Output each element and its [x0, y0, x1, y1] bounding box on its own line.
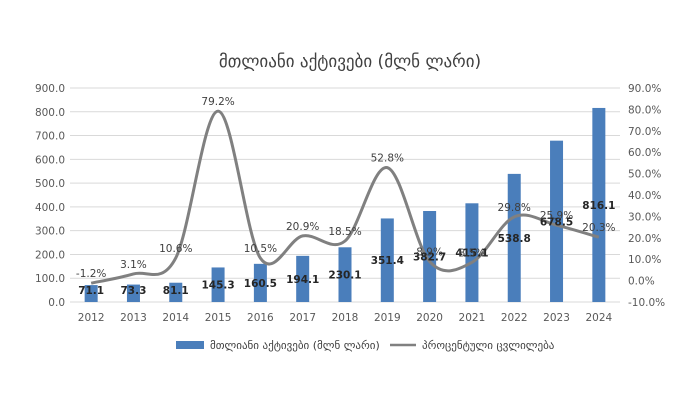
left-axis-tick-label: 200.0 [35, 249, 65, 261]
bar-data-label: 71.1 [78, 285, 104, 297]
right-axis-tick-label: 70.0% [628, 126, 661, 138]
x-axis-tick-label: 2024 [585, 312, 612, 324]
bar-data-label: 415.1 [455, 248, 488, 260]
line-data-label: 3.1% [120, 259, 147, 271]
bar [211, 267, 225, 302]
bar-data-label: 816.1 [582, 200, 615, 212]
x-axis-tick-label: 2018 [332, 312, 359, 324]
bar [380, 218, 394, 302]
line-data-label: 25.9% [540, 210, 573, 222]
line-data-label: 8.5% [459, 247, 486, 259]
left-axis-tick-label: 300.0 [35, 226, 65, 238]
bar [465, 203, 479, 302]
bar-data-label: 382.7 [413, 252, 446, 264]
x-axis-tick-label: 2022 [501, 312, 528, 324]
bar-data-label: 81.1 [163, 285, 189, 297]
line-data-label: 20.9% [286, 221, 319, 233]
bar-data-label: 351.4 [371, 255, 404, 267]
x-axis-tick-label: 2014 [162, 312, 189, 324]
x-axis-tick-label: 2019 [374, 312, 401, 324]
bar-data-label: 678.5 [540, 216, 573, 228]
legend-line-label: პროცენტული ცვლილება [422, 339, 555, 352]
gridlines [70, 87, 620, 303]
bar-data-label: 194.1 [286, 274, 319, 286]
x-axis-tick-label: 2012 [78, 312, 105, 324]
line-data-label: 20.3% [582, 222, 615, 234]
bar [550, 140, 564, 302]
bar-data-label: 73.3 [121, 285, 147, 297]
left-axis-tick-label: 700.0 [35, 131, 65, 143]
left-axis-tick-label: 600.0 [35, 154, 65, 166]
right-axis-tick-label: 80.0% [628, 104, 661, 116]
right-axis-tick-label: 20.0% [628, 233, 661, 245]
line-data-label: 18.5% [328, 226, 361, 238]
x-axis-tick-label: 2023 [543, 312, 570, 324]
right-axis-tick-label: 50.0% [628, 169, 661, 181]
right-axis-tick-label: 0.0% [628, 276, 655, 288]
bar [253, 263, 267, 302]
bar [423, 211, 437, 302]
line-data-label: 79.2% [201, 96, 234, 108]
legend-bar-swatch [176, 341, 204, 349]
x-axis: 2012 2013 2014 2015 2016 2017 2018 2019 2020 2021… [78, 312, 613, 324]
left-axis: 0.0 100.0 200.0 300.0 400.0 500.0 600.0 700.0 80… [35, 83, 65, 309]
bar [338, 247, 352, 302]
right-axis-tick-label: 90.0% [628, 83, 661, 95]
left-axis-tick-label: 500.0 [35, 178, 65, 190]
right-axis: -10.0% 0.0% 10.0% 20.0% 30.0% 40.0% 50.0% 60.0%… [628, 83, 665, 309]
x-axis-tick-label: 2021 [459, 312, 486, 324]
bar [169, 282, 183, 302]
line-path [90, 109, 600, 285]
bar-data-labels: 71.1 73.3 81.1 145.3 160.5 194.1 230.1 351.4 382… [78, 200, 615, 297]
chart-title: მთლიანი აქტივები (მლნ ლარი) [219, 52, 481, 72]
left-axis-tick-label: 900.0 [35, 83, 65, 95]
bar-data-label: 160.5 [244, 278, 277, 290]
right-axis-tick-label: -10.0% [628, 297, 665, 309]
bar-data-label: 145.3 [201, 280, 234, 292]
line-data-labels: -1.2% 3.1% 10.6% 79.2% 10.5% 20.9% 18.5% 52.8% 8… [76, 96, 616, 280]
left-axis-tick-label: 0.0 [48, 297, 65, 309]
right-axis-tick-label: 40.0% [628, 190, 661, 202]
legend: მთლიანი აქტივები (მლნ ლარი) პროცენტული ც… [176, 339, 555, 352]
bar [592, 107, 606, 302]
bar [507, 173, 521, 302]
bar [84, 285, 98, 302]
line-data-label: 52.8% [371, 153, 404, 165]
line-data-label: 10.5% [244, 243, 277, 255]
right-axis-tick-label: 60.0% [628, 147, 661, 159]
bar-data-label: 230.1 [328, 270, 361, 282]
right-axis-tick-label: 10.0% [628, 254, 661, 266]
left-axis-tick-label: 100.0 [35, 273, 65, 285]
x-axis-tick-label: 2017 [289, 312, 316, 324]
legend-bar-label: მთლიანი აქტივები (მლნ ლარი) [210, 339, 380, 352]
line-data-label: 8.9% [416, 247, 443, 259]
bar-series [84, 107, 606, 302]
bar [126, 284, 140, 302]
x-axis-tick-label: 2013 [120, 312, 147, 324]
left-axis-tick-label: 400.0 [35, 202, 65, 214]
x-axis-tick-label: 2015 [205, 312, 232, 324]
x-axis-tick-label: 2016 [247, 312, 274, 324]
x-axis-tick-label: 2020 [416, 312, 443, 324]
line-series [90, 109, 600, 285]
line-data-label: -1.2% [76, 268, 106, 280]
left-axis-tick-label: 800.0 [35, 107, 65, 119]
right-axis-tick-label: 30.0% [628, 211, 661, 223]
line-data-label: 10.6% [159, 243, 192, 255]
bar-data-label: 538.8 [498, 233, 531, 245]
line-data-label: 29.8% [498, 202, 531, 214]
bar [296, 255, 310, 302]
